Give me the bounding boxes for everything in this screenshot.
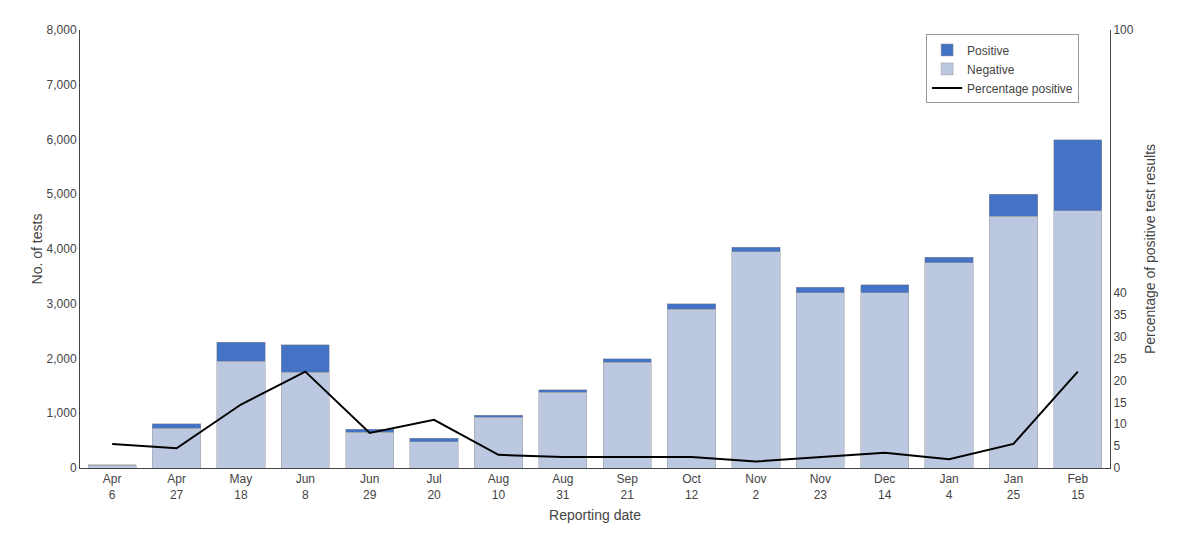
svg-text:5,000: 5,000 bbox=[47, 187, 77, 201]
svg-text:Jan25: Jan25 bbox=[1004, 472, 1023, 502]
svg-text:Percentage of positive test re: Percentage of positive test results bbox=[1142, 144, 1158, 354]
svg-text:0: 0 bbox=[1113, 461, 1120, 475]
svg-text:Apr27: Apr27 bbox=[167, 472, 186, 502]
svg-text:6,000: 6,000 bbox=[47, 133, 77, 147]
svg-text:10: 10 bbox=[1113, 417, 1127, 431]
svg-text:Reporting date: Reporting date bbox=[549, 507, 641, 523]
svg-text:0: 0 bbox=[70, 461, 77, 475]
svg-text:Jun29: Jun29 bbox=[360, 472, 379, 502]
svg-text:20: 20 bbox=[1113, 374, 1127, 388]
svg-text:Oct12: Oct12 bbox=[682, 472, 701, 502]
svg-text:Feb15: Feb15 bbox=[1067, 472, 1088, 502]
svg-text:100: 100 bbox=[1113, 23, 1133, 37]
svg-text:Jul20: Jul20 bbox=[426, 472, 441, 502]
svg-text:7,000: 7,000 bbox=[47, 78, 77, 92]
svg-text:Apr6: Apr6 bbox=[103, 472, 122, 502]
svg-text:Dec14: Dec14 bbox=[874, 472, 895, 502]
svg-text:Aug31: Aug31 bbox=[552, 472, 573, 502]
svg-text:No. of tests: No. of tests bbox=[29, 214, 45, 285]
svg-text:15: 15 bbox=[1113, 396, 1127, 410]
svg-text:Nov2: Nov2 bbox=[745, 472, 766, 502]
svg-text:4,000: 4,000 bbox=[47, 242, 77, 256]
svg-text:Jun8: Jun8 bbox=[296, 472, 315, 502]
svg-text:Positive: Positive bbox=[967, 44, 1009, 58]
svg-text:30: 30 bbox=[1113, 330, 1127, 344]
svg-text:Aug10: Aug10 bbox=[488, 472, 509, 502]
svg-text:Jan4: Jan4 bbox=[939, 472, 958, 502]
svg-text:Sep21: Sep21 bbox=[617, 472, 639, 502]
svg-text:3,000: 3,000 bbox=[47, 297, 77, 311]
svg-text:25: 25 bbox=[1113, 352, 1127, 366]
svg-text:8,000: 8,000 bbox=[47, 23, 77, 37]
svg-text:Nov23: Nov23 bbox=[810, 472, 831, 502]
svg-text:Negative: Negative bbox=[967, 63, 1015, 77]
svg-text:2,000: 2,000 bbox=[47, 352, 77, 366]
svg-text:5: 5 bbox=[1113, 439, 1120, 453]
svg-text:Percentage positive: Percentage positive bbox=[967, 82, 1073, 96]
svg-text:May18: May18 bbox=[230, 472, 253, 502]
svg-text:1,000: 1,000 bbox=[47, 406, 77, 420]
svg-text:40: 40 bbox=[1113, 286, 1127, 300]
svg-text:35: 35 bbox=[1113, 308, 1127, 322]
